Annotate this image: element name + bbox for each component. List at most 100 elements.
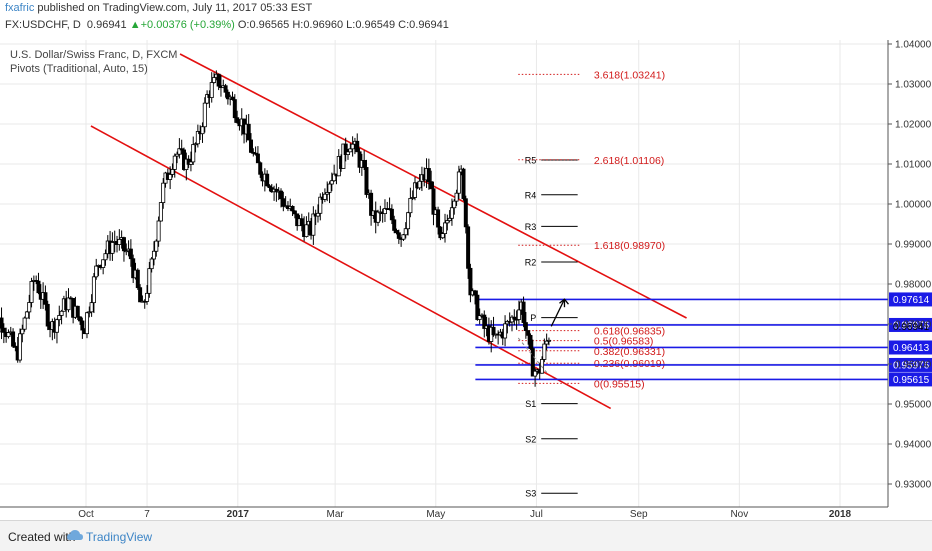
candle-up [445, 220, 450, 224]
candle-up [348, 148, 353, 153]
candle-down [429, 181, 434, 190]
candle-up [89, 302, 94, 313]
candle-up [84, 312, 89, 335]
x-tick-label: May [426, 509, 445, 520]
fib-levels[interactable]: 3.618(1.03241) 2.618(1.01106) 1.618(0.9897… [518, 69, 665, 390]
candle-up [20, 328, 25, 335]
fib-label: 0.618(0.96835) [594, 326, 665, 338]
candle-up [311, 213, 316, 236]
channel-line-lower [90, 125, 612, 410]
candle-down [528, 334, 533, 349]
candle-down [392, 219, 397, 231]
candle-up [406, 212, 411, 230]
candle-down [179, 148, 184, 151]
x-tick-label: 2018 [829, 509, 852, 520]
x-tick-label: Jul [530, 509, 543, 520]
candle-down [468, 267, 473, 296]
candle-up [318, 196, 323, 214]
candle-down [267, 185, 272, 189]
candle-down [436, 209, 441, 228]
fib-label: 2.618(1.01106) [594, 155, 664, 167]
candle-up [542, 343, 547, 360]
candle-up [209, 82, 214, 98]
candle-down [438, 226, 443, 239]
candle-up [175, 153, 180, 157]
fib-label: 3.618(1.03241) [594, 69, 665, 81]
candle-up [170, 169, 175, 175]
close-label: C:0.96941 [398, 19, 449, 31]
last-price-label: 0.96941 [893, 322, 930, 333]
x-tick-label: 2017 [227, 509, 250, 520]
candle-down [512, 316, 517, 320]
candle-down [258, 162, 263, 175]
y-tick-label: 1.02000 [895, 120, 932, 131]
candle-up [376, 211, 381, 223]
open-label: O:0.96565 [237, 19, 290, 31]
candle-up [188, 161, 193, 165]
candle-up [149, 258, 154, 270]
candle-up [546, 339, 551, 342]
candle-up [329, 180, 334, 185]
level-tag [889, 340, 932, 355]
candle-down [343, 143, 348, 155]
candle-up [403, 228, 408, 236]
candle-up [54, 319, 59, 333]
y-tick-label: 0.96000 [895, 360, 932, 371]
candle-up [454, 192, 459, 202]
candle-up [172, 155, 177, 170]
y-tick-label: 1.00000 [895, 200, 932, 211]
horizontal-levels[interactable]: 0.97614 0.96976 0.96413 0.95976 0.95615 [475, 292, 932, 387]
candle-up [110, 242, 115, 254]
tradingview-link[interactable]: TradingView [86, 530, 153, 544]
candle-up [382, 208, 387, 215]
candle-down [36, 280, 41, 294]
y-tick-label: 0.98000 [895, 280, 932, 291]
candle-down [11, 331, 16, 347]
candle-down [473, 290, 478, 296]
y-tick-label: 0.99000 [895, 240, 932, 251]
candle-up [202, 102, 207, 128]
level-tag-label: 0.97614 [893, 295, 930, 306]
candle-up [147, 268, 152, 294]
candle-up [304, 224, 309, 237]
candle-down [246, 123, 251, 141]
last-price: 0.96941 [86, 19, 127, 31]
level-tag-label: 0.95976 [893, 360, 930, 371]
author-link[interactable]: fxafric [5, 2, 35, 14]
level-tag [889, 372, 932, 387]
candle-up [156, 220, 161, 242]
chart-frame[interactable]: R5 R4 R3 R2 P S1 S2 S3 3.618(1.03241) 2.618(1.01… [0, 36, 932, 520]
candle-down [274, 188, 279, 193]
candle-up [322, 193, 327, 200]
y-tick-label: 0.97000 [895, 320, 932, 331]
candle-down [248, 139, 253, 153]
candle-up [6, 332, 11, 338]
candle-up [151, 250, 156, 260]
candle-down [364, 167, 369, 195]
pivot-label: P [530, 313, 536, 323]
pivot-label: R2 [525, 258, 537, 268]
candle-down [299, 218, 304, 226]
level-tag-label: 0.96413 [893, 343, 930, 354]
candle-down [13, 345, 18, 348]
candle-up [94, 265, 99, 278]
candle-down [80, 320, 85, 331]
candle-up [325, 192, 330, 195]
candle-down [230, 96, 235, 100]
candle-up [57, 315, 62, 321]
price-chart[interactable]: R5 R4 R3 R2 P S1 S2 S3 3.618(1.03241) 2.618(1.01… [0, 36, 932, 520]
legend-title: U.S. Dollar/Swiss Franc, D, FXCM [10, 49, 177, 61]
candle-down [138, 287, 143, 303]
candle-down [78, 316, 83, 322]
fib-label: 0.5(0.96583) [594, 336, 654, 348]
candle-down [223, 85, 228, 93]
ohlc-line: FX:USDCHF, D 0.96941 ▲+0.00376 (+0.39%) … [5, 19, 449, 31]
footer: Created with TradingView [0, 520, 932, 551]
pivot-levels[interactable]: R5 R4 R3 R2 P S1 S2 S3 [525, 156, 578, 499]
candle-up [205, 94, 210, 104]
level-tag-label: 0.95615 [893, 375, 930, 386]
pivot-label: R4 [525, 190, 537, 200]
candle-up [200, 126, 205, 135]
y-tick-label: 1.04000 [895, 40, 932, 51]
candle-up [124, 250, 129, 253]
